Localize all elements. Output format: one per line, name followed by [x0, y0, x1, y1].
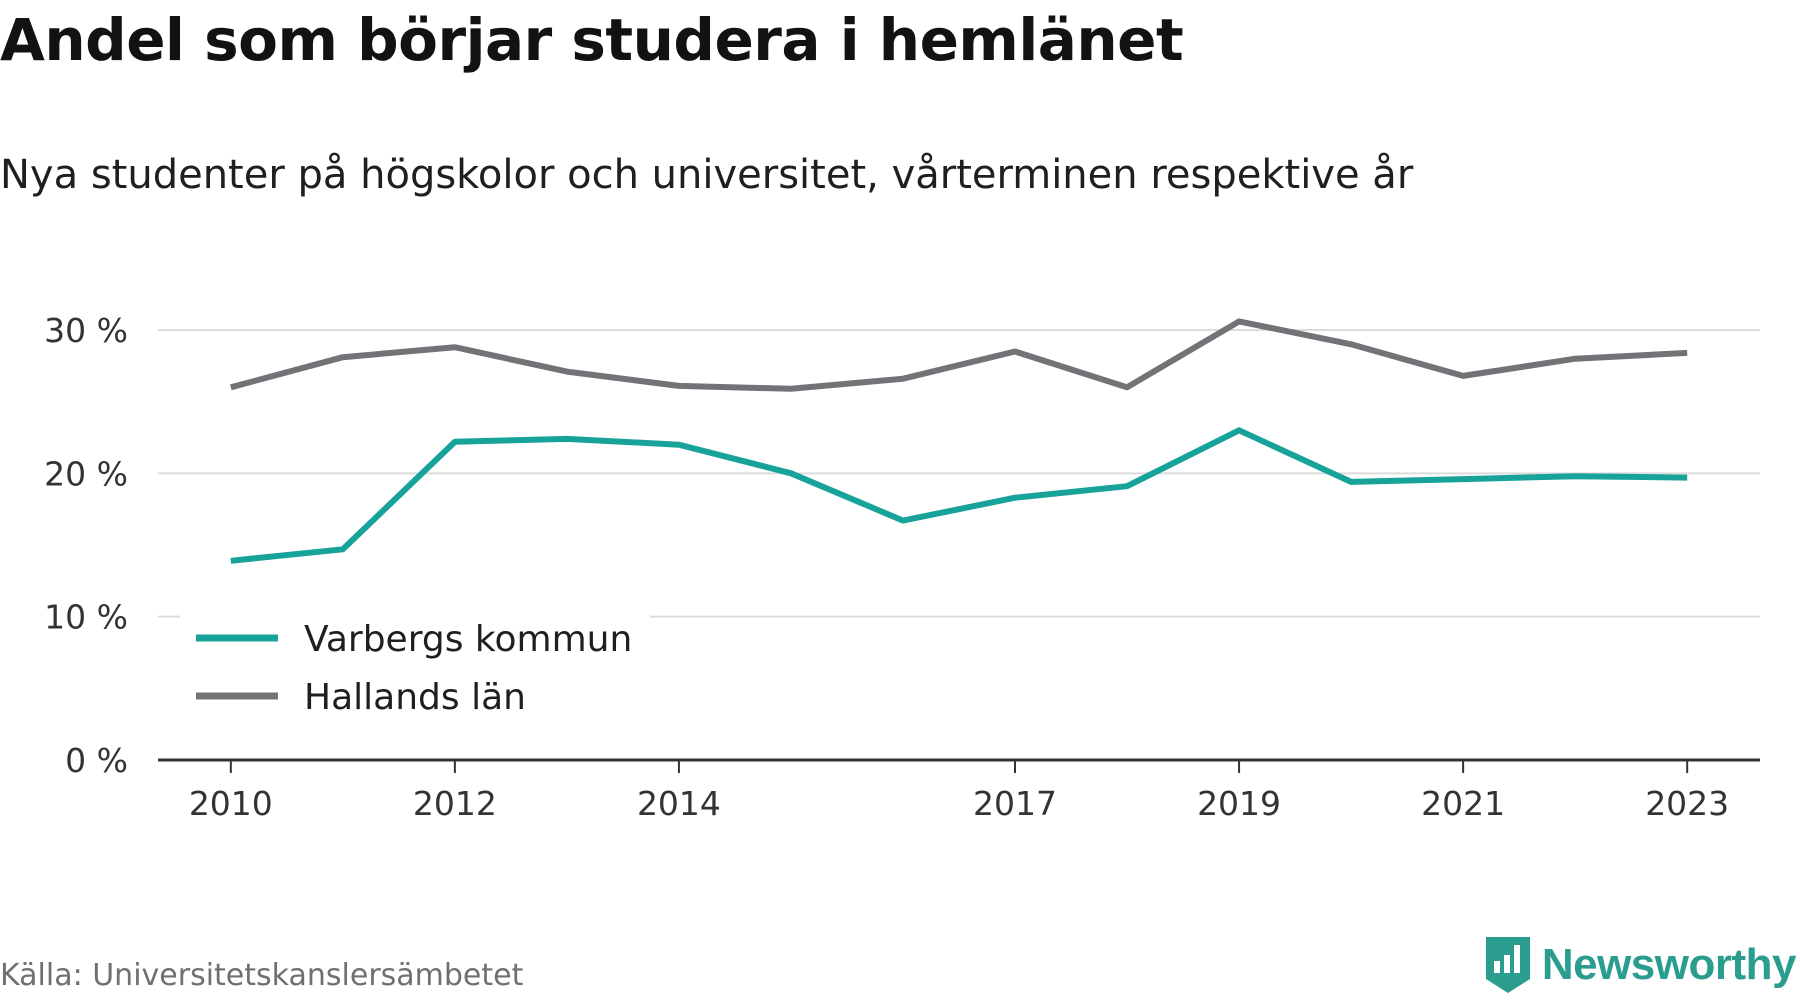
series-lines — [230, 318, 1688, 564]
legend-label: Hallands län — [304, 677, 526, 718]
brand-logo[interactable]: Newsworthy — [1484, 930, 1797, 1000]
series-line-0 — [230, 427, 1688, 564]
x-tick-label: 2021 — [1421, 784, 1505, 823]
series-line-1 — [230, 318, 1688, 392]
y-tick-label: 30 % — [44, 311, 128, 350]
chart-title: Andel som börjar studera i hemlänet — [0, 6, 1184, 74]
brand-name: Newsworthy — [1541, 940, 1797, 989]
gridlines — [158, 329, 1760, 618]
x-tick-label: 2023 — [1645, 784, 1729, 823]
x-tick-label: 2012 — [413, 784, 497, 823]
newsworthy-logo-icon — [1485, 937, 1530, 993]
chart-subtitle: Nya studenter på högskolor och universit… — [0, 152, 1414, 198]
x-tick-label: 2010 — [189, 784, 273, 823]
y-tick-label: 10 % — [44, 598, 128, 637]
x-tick-label: 2019 — [1197, 784, 1281, 823]
x-axis: 2010 2012 2014 2017 2019 2021 2023 — [158, 758, 1760, 823]
x-tick-label: 2017 — [973, 784, 1057, 823]
source-note: Källa: Universitetskanslersämbetet — [0, 958, 524, 993]
y-tick-label: 20 % — [44, 454, 128, 493]
legend-background — [180, 612, 650, 724]
legend: Varbergs kommun Hallands län — [180, 612, 650, 724]
y-axis-ticks: 0 % 10 % 20 % 30 % — [44, 311, 128, 780]
x-tick-label: 2014 — [637, 784, 721, 823]
y-tick-label: 0 % — [65, 741, 128, 780]
legend-label: Varbergs kommun — [304, 619, 632, 660]
